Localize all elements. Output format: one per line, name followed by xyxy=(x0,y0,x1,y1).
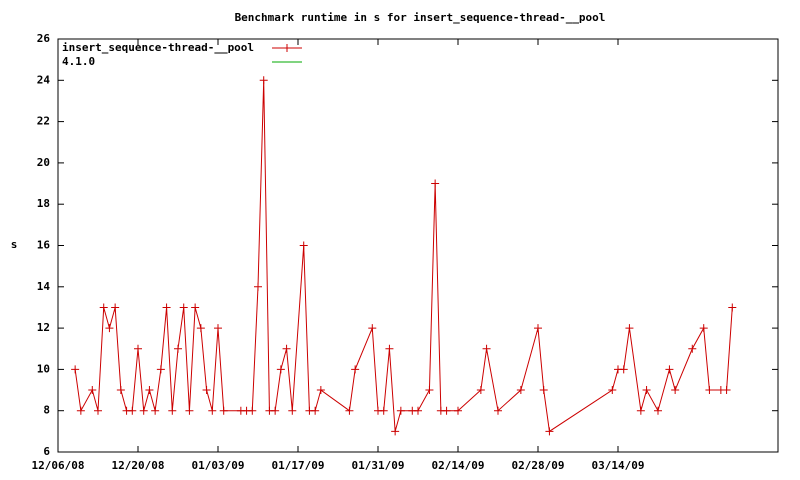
x-tick-label: 01/31/09 xyxy=(352,459,405,472)
chart-title: Benchmark runtime in s for insert_sequen… xyxy=(235,11,606,24)
point-marker xyxy=(168,406,177,415)
point-marker xyxy=(345,406,354,415)
point-marker xyxy=(139,406,148,415)
point-marker xyxy=(539,386,548,395)
point-marker xyxy=(276,365,285,374)
point-marker xyxy=(391,427,400,436)
y-axis-label: s xyxy=(11,238,18,251)
point-marker xyxy=(379,406,388,415)
point-marker xyxy=(636,406,645,415)
legend-marker xyxy=(283,44,291,52)
point-marker xyxy=(654,406,662,415)
point-marker xyxy=(431,179,440,188)
point-marker xyxy=(642,386,651,395)
point-marker xyxy=(608,386,617,395)
point-marker xyxy=(288,406,297,415)
point-marker xyxy=(282,344,291,353)
point-marker xyxy=(425,386,434,395)
point-marker xyxy=(208,406,217,415)
point-marker xyxy=(494,406,502,415)
point-marker xyxy=(396,406,405,415)
point-marker xyxy=(254,282,262,291)
point-marker xyxy=(722,386,731,395)
point-marker xyxy=(88,386,97,395)
y-tick-label: 8 xyxy=(43,404,50,417)
point-marker xyxy=(454,406,462,415)
y-tick-label: 22 xyxy=(37,115,50,128)
point-marker xyxy=(196,324,205,333)
y-tick-label: 6 xyxy=(43,445,50,458)
point-marker xyxy=(145,386,154,395)
point-marker xyxy=(665,365,674,374)
y-tick-label: 10 xyxy=(37,362,50,375)
point-marker xyxy=(214,324,222,333)
y-tick-label: 26 xyxy=(37,32,51,45)
point-marker xyxy=(76,406,85,415)
point-marker xyxy=(516,386,525,395)
legend-label: insert_sequence-thread-__pool xyxy=(62,41,254,54)
point-marker xyxy=(259,76,268,85)
point-marker xyxy=(385,344,394,353)
point-marker xyxy=(99,303,108,312)
point-marker xyxy=(271,406,280,415)
x-tick-label: 03/14/09 xyxy=(592,459,645,472)
x-tick-label: 01/03/09 xyxy=(192,459,245,472)
x-tick-label: 02/28/09 xyxy=(512,459,565,472)
point-marker xyxy=(134,344,142,353)
y-tick-label: 24 xyxy=(37,73,51,86)
point-marker xyxy=(162,303,171,312)
point-marker xyxy=(111,303,120,312)
point-marker xyxy=(179,303,188,312)
x-tick-label: 12/06/08 xyxy=(32,459,85,472)
point-marker xyxy=(174,344,182,353)
point-marker xyxy=(368,324,377,333)
point-marker xyxy=(71,365,80,374)
point-marker xyxy=(688,344,697,353)
point-marker xyxy=(414,406,422,415)
x-tick-label: 02/14/09 xyxy=(432,459,485,472)
point-marker xyxy=(671,386,680,395)
point-marker xyxy=(699,324,708,333)
x-tick-label: 12/20/08 xyxy=(112,459,165,472)
point-marker xyxy=(128,406,137,415)
point-marker xyxy=(248,406,257,415)
point-marker xyxy=(619,365,628,374)
point-marker xyxy=(476,386,485,395)
y-tick-label: 16 xyxy=(37,239,51,252)
point-marker xyxy=(202,386,211,395)
x-tick-label: 01/17/09 xyxy=(272,459,325,472)
point-marker xyxy=(534,324,542,333)
point-marker xyxy=(94,406,102,415)
point-marker xyxy=(299,241,308,250)
point-marker xyxy=(442,406,451,415)
y-tick-label: 14 xyxy=(37,280,51,293)
y-tick-label: 12 xyxy=(37,321,50,334)
point-marker xyxy=(545,427,554,436)
point-marker xyxy=(316,386,325,395)
y-tick-label: 18 xyxy=(37,197,50,210)
point-marker xyxy=(482,344,491,353)
point-marker xyxy=(728,303,737,312)
point-marker xyxy=(625,324,634,333)
point-marker xyxy=(219,406,228,415)
y-tick-label: 20 xyxy=(37,156,50,169)
point-marker xyxy=(116,386,125,395)
point-marker xyxy=(705,386,714,395)
point-marker xyxy=(151,406,160,415)
point-marker xyxy=(156,365,165,374)
point-marker xyxy=(351,365,360,374)
point-marker xyxy=(185,406,194,415)
legend-label: 4.1.0 xyxy=(62,55,95,68)
point-marker xyxy=(311,406,320,415)
point-marker xyxy=(105,324,114,333)
point-marker xyxy=(191,303,200,312)
